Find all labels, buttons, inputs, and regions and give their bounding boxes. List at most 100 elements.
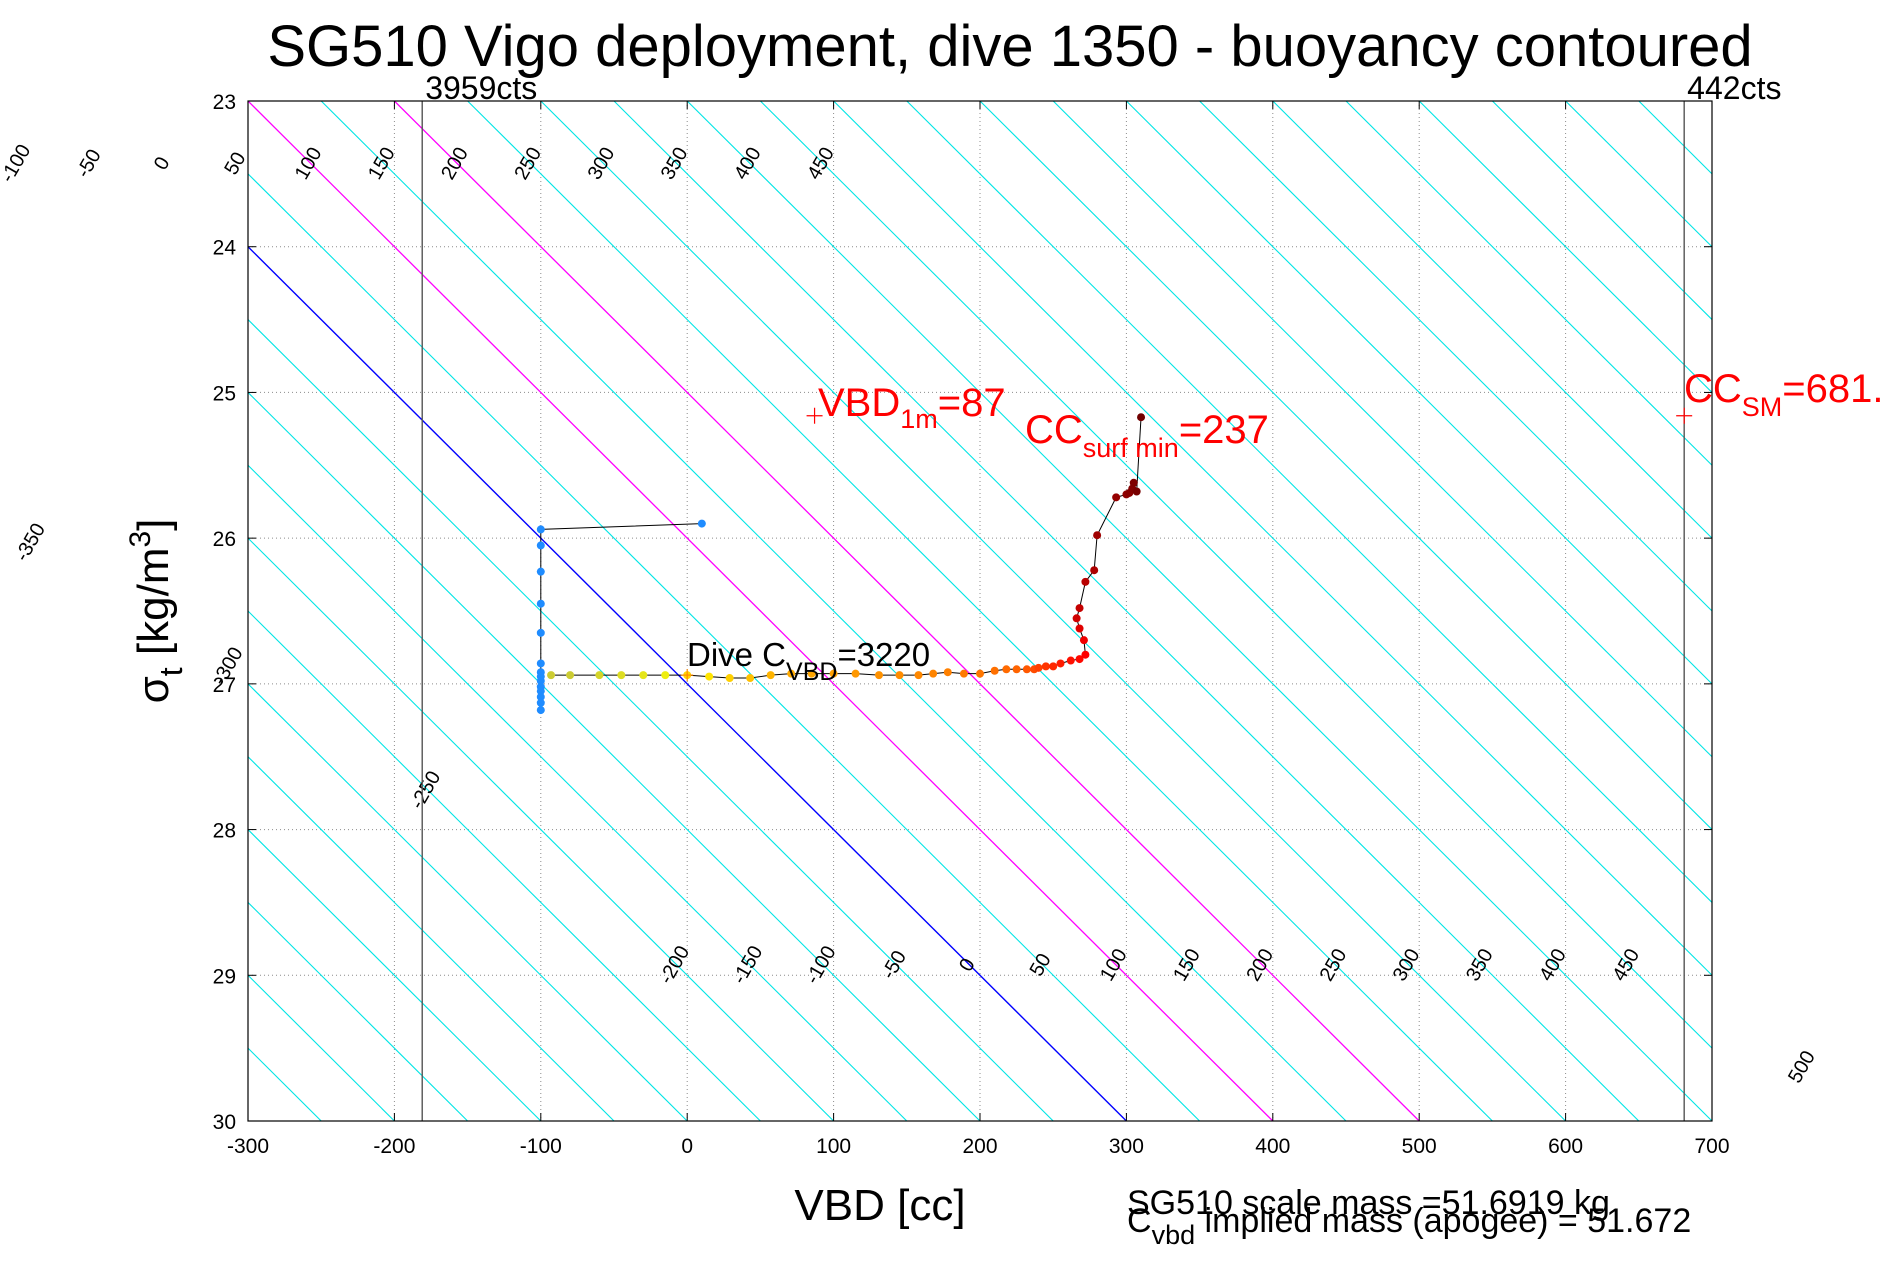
- dive-point: [536, 706, 545, 715]
- contour-label: -50: [72, 146, 106, 182]
- x-tick-label: 300: [1109, 1135, 1144, 1158]
- climb-point: [661, 671, 670, 680]
- climb-point: [829, 669, 838, 678]
- contour-line: [248, 828, 542, 1121]
- contour-line: [613, 101, 1640, 1121]
- x-tick-label: 200: [962, 1135, 997, 1158]
- x-tick-label: -100: [520, 1135, 562, 1158]
- limit-label: 442cts: [1687, 70, 1781, 106]
- contour-line: [248, 537, 834, 1121]
- cc-surf-min-annotation: CCsurf min=237: [1025, 408, 1269, 463]
- x-tick-label: 100: [816, 1135, 851, 1158]
- climb-point: [566, 671, 575, 680]
- contour-label: -350: [11, 520, 50, 566]
- contour-line: [248, 683, 688, 1121]
- cc-sm-annotation: CCSM=681.: [1684, 367, 1884, 422]
- dive-point: [536, 659, 545, 668]
- climb-point: [1079, 636, 1088, 645]
- contour-line: [686, 101, 1712, 1121]
- data-points: [536, 413, 1146, 715]
- y-axis-ticks: 23 24 25 26 27 28 29 30: [213, 91, 1712, 1134]
- climb-point: [1034, 663, 1043, 672]
- contour-line: [1345, 101, 1712, 467]
- dive-point: [536, 541, 545, 550]
- contour-line: [0, 101, 28, 1121]
- y-tick-label: 24: [213, 237, 237, 260]
- contour-line: [248, 974, 395, 1121]
- climb-point: [1072, 614, 1081, 623]
- climb-point: [1137, 413, 1146, 422]
- climb-point: [1132, 487, 1141, 496]
- climb-point: [1022, 665, 1031, 674]
- climb-point: [705, 672, 714, 681]
- y-axis-label: σt [kg/m3]: [124, 519, 189, 704]
- x-tick-label: 500: [1402, 1135, 1437, 1158]
- climb-point: [1093, 531, 1102, 540]
- x-tick-label: 400: [1255, 1135, 1290, 1158]
- climb-point: [1066, 656, 1075, 665]
- x-tick-label: 600: [1548, 1135, 1583, 1158]
- climb-point: [959, 669, 968, 678]
- climb-point: [1075, 604, 1084, 613]
- climb-point: [1012, 665, 1021, 674]
- contour-line: [248, 101, 1274, 1121]
- y-tick-label: 29: [213, 965, 236, 988]
- climb-point: [1112, 493, 1121, 502]
- contour-line: [1418, 101, 1712, 394]
- contour-line: [1272, 101, 1712, 539]
- climb-point: [1049, 662, 1058, 671]
- annotation-markers: [681, 407, 1693, 682]
- climb-point: [1081, 650, 1090, 659]
- implied-mass-text: Cvbd implied mass (apogee) = 51.672: [1127, 1202, 1691, 1250]
- x-tick-label: -300: [227, 1135, 269, 1158]
- contour-line: [1492, 101, 1712, 321]
- climb-point: [617, 671, 626, 680]
- vbd-limit-lines: 3959cts 442cts: [421, 70, 1781, 1121]
- vbd-1m-annotation: VBD1m=87: [818, 381, 1006, 434]
- contour-line: [833, 101, 1712, 977]
- contour-line: [248, 1120, 249, 1121]
- contour-line: [248, 901, 468, 1121]
- climb-point: [547, 671, 556, 680]
- climb-point: [1129, 478, 1138, 487]
- contour-line: [1711, 101, 1712, 102]
- contour-label: -50: [878, 947, 912, 983]
- dive-point: [536, 698, 545, 707]
- y-tick-label: 28: [213, 820, 236, 843]
- climb-point: [976, 669, 984, 678]
- y-tick-label: 27: [213, 674, 236, 697]
- climb-point: [1090, 566, 1099, 575]
- contour-line: [1858, 101, 1891, 1121]
- contour-line: [1638, 101, 1712, 175]
- dive-point: [536, 628, 545, 637]
- x-axis-label: VBD [cc]: [794, 1181, 965, 1230]
- contour-line: [906, 101, 1712, 904]
- climb-point: [990, 666, 999, 675]
- scale-mass-text: SG510 scale mass =51.6919 kg: [1127, 1184, 1610, 1222]
- contour-label: 0: [150, 153, 175, 174]
- contour-line: [1785, 101, 1891, 1121]
- climb-point: [1081, 577, 1090, 586]
- x-tick-label: -200: [373, 1135, 415, 1158]
- climb-point: [639, 671, 648, 680]
- contour-line: [393, 101, 1420, 1121]
- chart-title: SG510 Vigo deployment, dive 1350 - buoya…: [267, 14, 1752, 79]
- dive-path-line: [540, 523, 702, 711]
- climb-point: [914, 671, 923, 680]
- climb-point: [595, 671, 604, 680]
- y-tick-label: 30: [213, 1111, 236, 1134]
- contour-line: [540, 101, 1566, 1121]
- climb-point: [725, 674, 734, 683]
- contour-label: -100: [0, 141, 35, 187]
- contour-line: [248, 755, 615, 1121]
- dive-point: [536, 692, 545, 701]
- x-tick-label: 0: [681, 1135, 693, 1158]
- x-tick-label: 700: [1694, 1135, 1729, 1158]
- y-tick-label: 26: [213, 528, 236, 551]
- contour-line: [248, 173, 1200, 1121]
- contour-line: [248, 391, 981, 1121]
- contour-line: [1126, 101, 1712, 685]
- climb-point: [851, 669, 860, 678]
- climb-point: [874, 671, 883, 680]
- y-tick-label: 25: [213, 382, 236, 405]
